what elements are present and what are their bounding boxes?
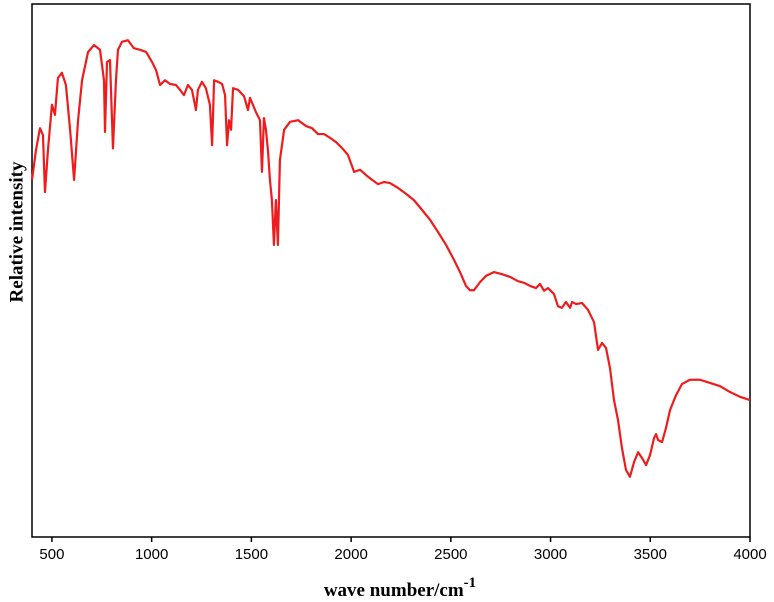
x-tick-label: 4000 [733, 546, 766, 563]
spectrum-line [30, 39, 751, 478]
x-tick-label: 1500 [235, 546, 268, 563]
x-tick-label: 3000 [534, 546, 567, 563]
x-axis-label-text: wave number/cm [324, 580, 464, 601]
x-tick-label: 1000 [135, 546, 168, 563]
x-axis-label: wave number/cm-1 [324, 575, 476, 601]
plot-frame [31, 3, 751, 538]
x-tick-label: 2500 [434, 546, 467, 563]
x-tick-label: 2000 [334, 546, 367, 563]
x-axis-label-superscript: -1 [464, 575, 477, 591]
x-tick-label: 3500 [634, 546, 667, 563]
y-axis-label: Relative intensity [6, 161, 27, 302]
x-tick-label: 500 [39, 546, 64, 563]
